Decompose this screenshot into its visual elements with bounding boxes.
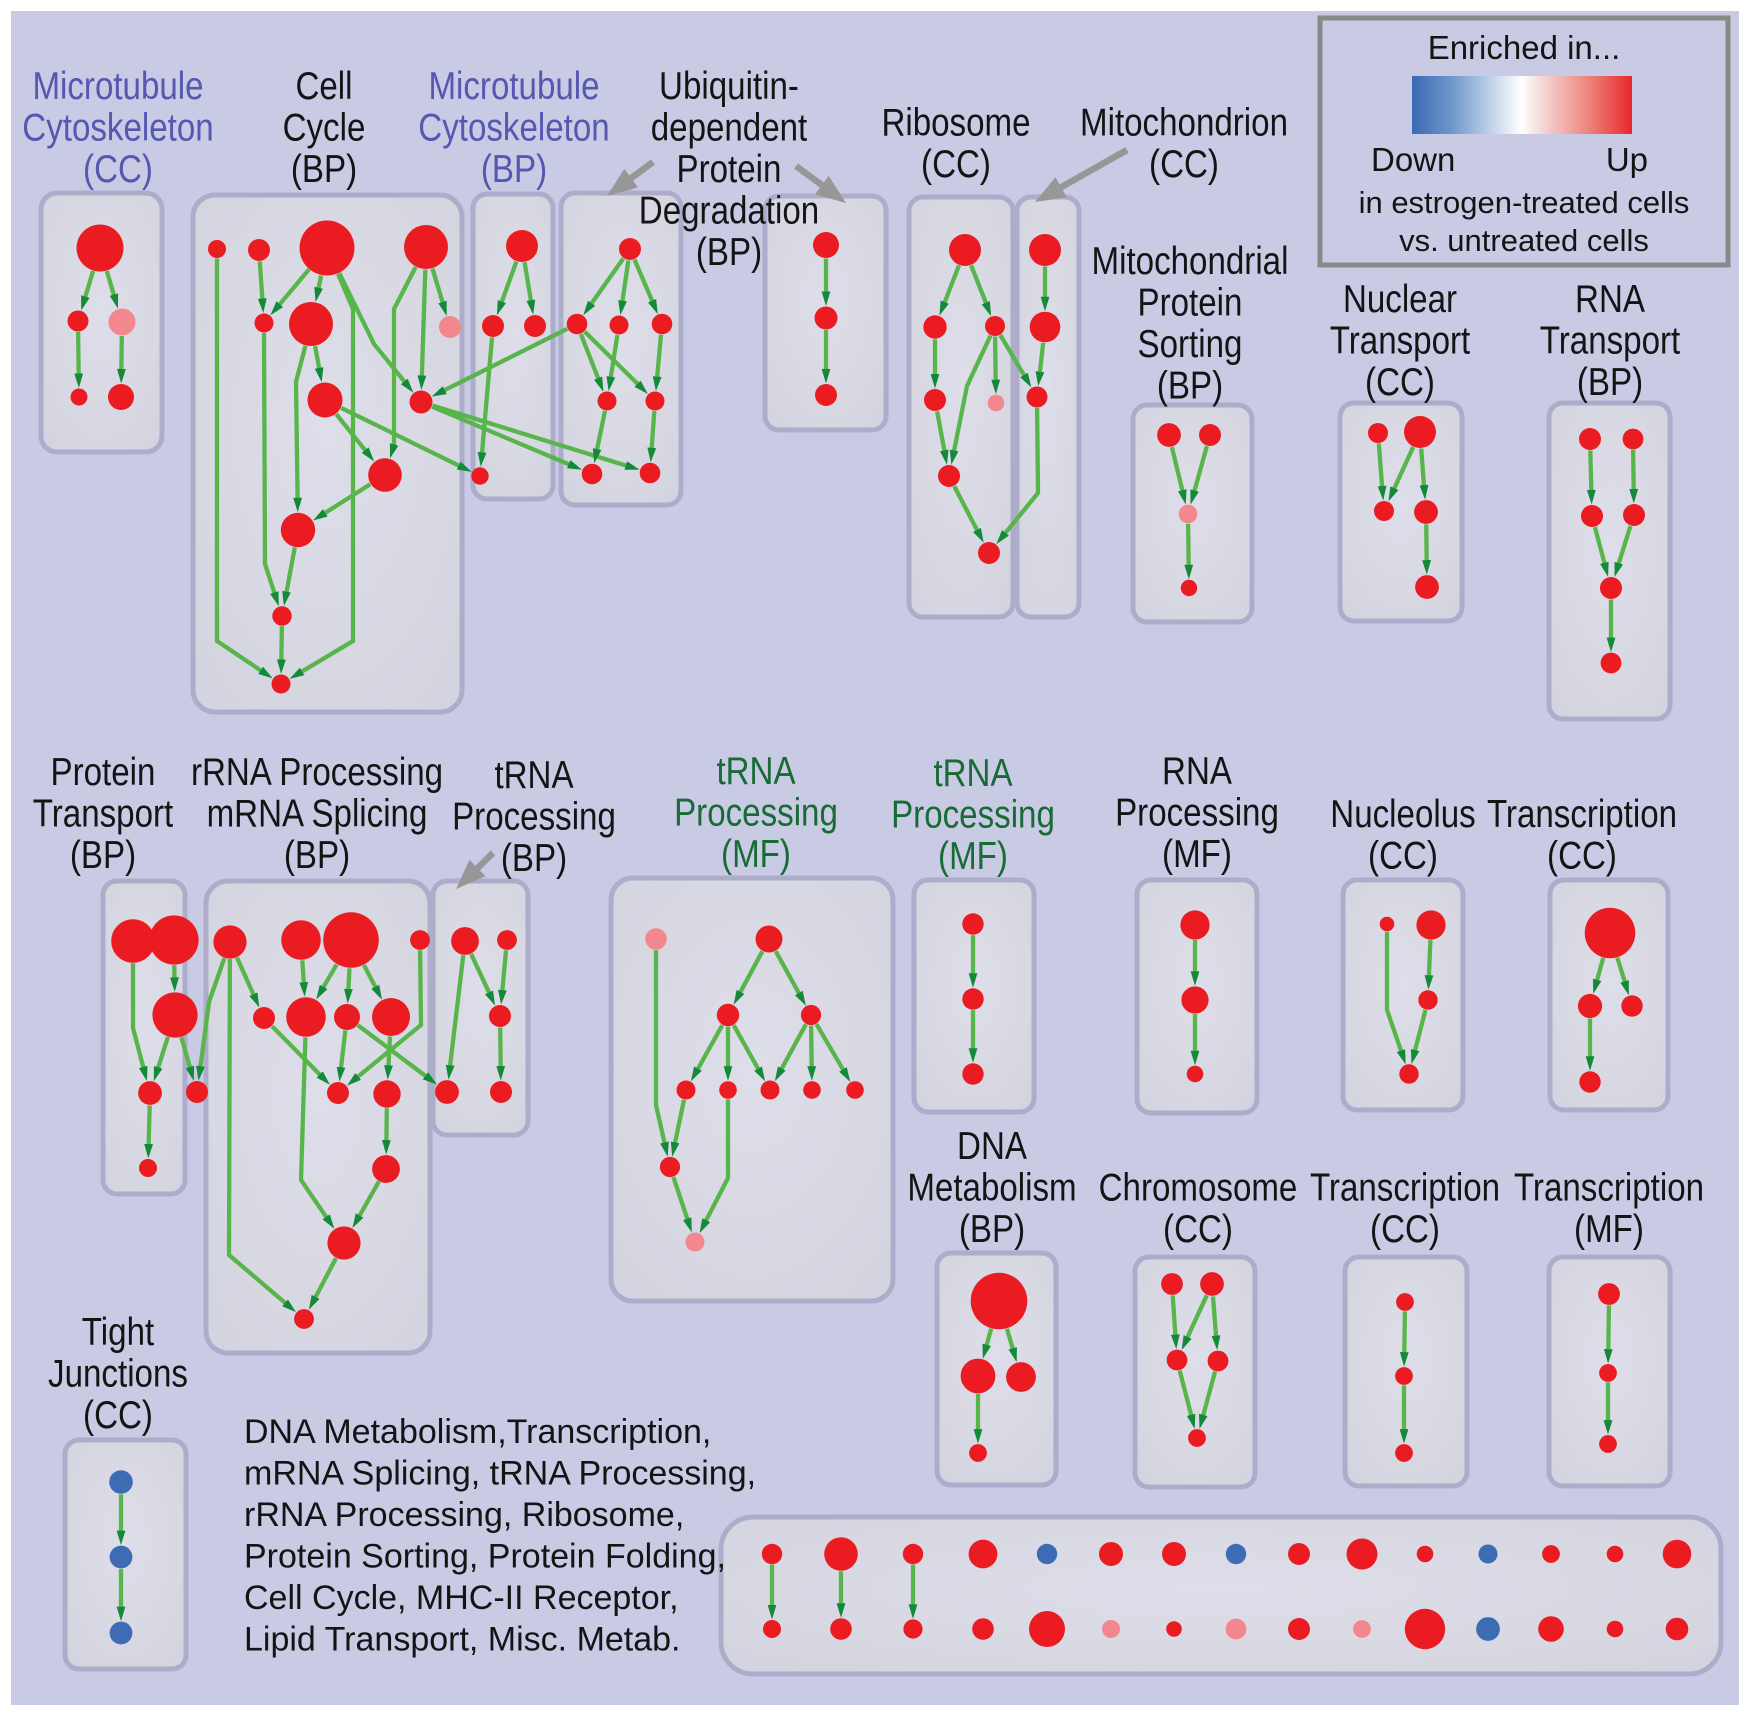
svg-text:mRNA Splicing, tRNA Processing: mRNA Splicing, tRNA Processing, [244, 1455, 756, 1493]
svg-text:Ribosome: Ribosome [881, 102, 1030, 145]
svg-text:Transcription: Transcription [1487, 793, 1677, 836]
svg-text:tRNA: tRNA [716, 750, 795, 793]
svg-text:(CC): (CC) [1368, 835, 1438, 878]
svg-text:(CC): (CC) [1149, 143, 1219, 186]
svg-text:Protein: Protein [677, 148, 782, 191]
svg-text:(CC): (CC) [1370, 1208, 1440, 1251]
svg-text:Processing: Processing [1115, 792, 1279, 835]
svg-text:in estrogen-treated cells: in estrogen-treated cells [1359, 185, 1690, 220]
svg-text:(MF): (MF) [721, 833, 791, 876]
svg-text:Protein Sorting, Protein Foldi: Protein Sorting, Protein Folding, [244, 1538, 726, 1576]
svg-text:Protein: Protein [1138, 282, 1243, 325]
svg-text:Cell: Cell [296, 65, 353, 108]
svg-text:Cell Cycle, MHC-II Receptor,: Cell Cycle, MHC-II Receptor, [244, 1579, 679, 1617]
svg-text:tRNA: tRNA [494, 754, 573, 797]
svg-text:Microtubule: Microtubule [428, 65, 599, 108]
svg-text:rRNA Processing: rRNA Processing [191, 751, 443, 794]
svg-text:vs. untreated cells: vs. untreated cells [1399, 223, 1649, 258]
svg-text:(CC): (CC) [83, 1394, 153, 1437]
svg-text:Nucleolus: Nucleolus [1330, 793, 1475, 836]
svg-text:(BP): (BP) [291, 148, 357, 191]
svg-text:(BP): (BP) [284, 834, 350, 877]
svg-text:Sorting: Sorting [1138, 323, 1243, 366]
svg-text:rRNA Processing, Ribosome,: rRNA Processing, Ribosome, [244, 1496, 684, 1534]
svg-text:Chromosome: Chromosome [1099, 1167, 1298, 1210]
svg-text:(BP): (BP) [1577, 361, 1643, 404]
svg-text:Processing: Processing [674, 792, 838, 835]
svg-text:(BP): (BP) [501, 837, 567, 880]
svg-text:RNA: RNA [1162, 750, 1232, 793]
svg-text:Cycle: Cycle [283, 107, 366, 150]
svg-text:RNA: RNA [1575, 278, 1645, 321]
svg-text:Up: Up [1606, 141, 1648, 178]
svg-text:Cytoskeleton: Cytoskeleton [22, 107, 213, 150]
svg-text:Transcription: Transcription [1514, 1167, 1704, 1210]
svg-text:dependent: dependent [651, 107, 808, 150]
svg-text:Ubiquitin-: Ubiquitin- [659, 65, 799, 108]
svg-text:(BP): (BP) [70, 834, 136, 877]
svg-text:(CC): (CC) [1163, 1208, 1233, 1251]
svg-text:(BP): (BP) [481, 148, 547, 191]
svg-text:Degradation: Degradation [639, 190, 819, 233]
svg-text:(CC): (CC) [1547, 835, 1617, 878]
svg-text:(MF): (MF) [1162, 833, 1232, 876]
svg-text:Transport: Transport [1330, 320, 1471, 363]
svg-text:Transport: Transport [1540, 320, 1681, 363]
svg-text:Metabolism: Metabolism [907, 1167, 1076, 1210]
svg-text:Protein: Protein [51, 751, 156, 794]
svg-text:(CC): (CC) [921, 143, 991, 186]
svg-text:Down: Down [1371, 141, 1455, 178]
svg-text:(BP): (BP) [959, 1208, 1025, 1251]
svg-text:Processing: Processing [891, 794, 1055, 837]
svg-text:tRNA: tRNA [933, 752, 1012, 795]
svg-text:Transport: Transport [33, 793, 174, 836]
svg-text:Nuclear: Nuclear [1343, 278, 1457, 321]
svg-text:Tight: Tight [82, 1311, 155, 1354]
svg-text:(BP): (BP) [696, 231, 762, 274]
svg-text:Cytoskeleton: Cytoskeleton [418, 107, 609, 150]
svg-text:mRNA Splicing: mRNA Splicing [207, 793, 428, 836]
svg-text:(CC): (CC) [83, 148, 153, 191]
svg-text:(MF): (MF) [1574, 1208, 1644, 1251]
svg-text:(BP): (BP) [1157, 365, 1223, 408]
svg-text:DNA Metabolism,Transcription,: DNA Metabolism,Transcription, [244, 1413, 711, 1451]
svg-text:Mitochondrion: Mitochondrion [1080, 102, 1288, 145]
svg-text:DNA: DNA [957, 1125, 1027, 1168]
svg-text:Transcription: Transcription [1310, 1167, 1500, 1210]
svg-text:Processing: Processing [452, 796, 616, 839]
svg-text:Mitochondrial: Mitochondrial [1092, 240, 1289, 283]
svg-text:(CC): (CC) [1365, 361, 1435, 404]
svg-text:Junctions: Junctions [48, 1353, 188, 1396]
svg-text:Lipid Transport, Misc. Metab.: Lipid Transport, Misc. Metab. [244, 1621, 681, 1659]
svg-text:Enriched in...: Enriched in... [1428, 29, 1621, 66]
svg-text:(MF): (MF) [938, 835, 1008, 878]
svg-text:Microtubule: Microtubule [32, 65, 203, 108]
